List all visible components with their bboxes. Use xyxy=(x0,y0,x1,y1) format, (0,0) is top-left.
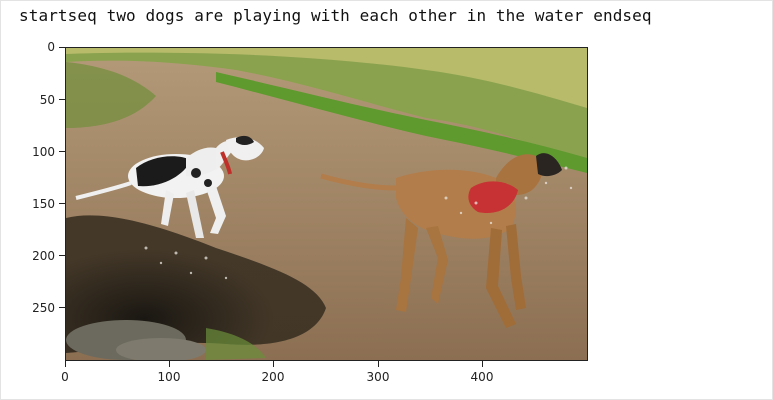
x-tick-label: 100 xyxy=(157,370,181,384)
image-plot-area xyxy=(65,47,588,361)
y-tick-mark xyxy=(59,307,65,308)
y-tick-label: 250 xyxy=(32,301,55,315)
y-tick-label: 100 xyxy=(32,145,55,159)
y-tick-label: 50 xyxy=(39,93,55,107)
x-tick-mark xyxy=(482,361,483,367)
y-tick-mark xyxy=(59,151,65,152)
x-tick-label: 0 xyxy=(61,370,69,384)
y-tick-mark xyxy=(59,255,65,256)
x-tick-label: 400 xyxy=(470,370,494,384)
y-tick-label: 0 xyxy=(47,40,55,54)
x-tick-mark xyxy=(65,361,66,367)
x-tick-mark xyxy=(273,361,274,367)
brown-dog xyxy=(320,153,562,328)
x-tick-label: 200 xyxy=(261,370,285,384)
y-tick-mark xyxy=(59,99,65,100)
y-tick-label: 150 xyxy=(32,197,55,211)
y-tick-mark xyxy=(59,47,65,48)
two-dogs-photo-icon xyxy=(66,48,587,360)
y-tick-mark xyxy=(59,203,65,204)
dalmatian-dog xyxy=(75,135,264,238)
x-tick-mark xyxy=(378,361,379,367)
y-tick-label: 200 xyxy=(32,249,55,263)
generated-caption: startseq two dogs are playing with each … xyxy=(19,6,652,25)
x-tick-mark xyxy=(169,361,170,367)
x-tick-label: 300 xyxy=(366,370,390,384)
